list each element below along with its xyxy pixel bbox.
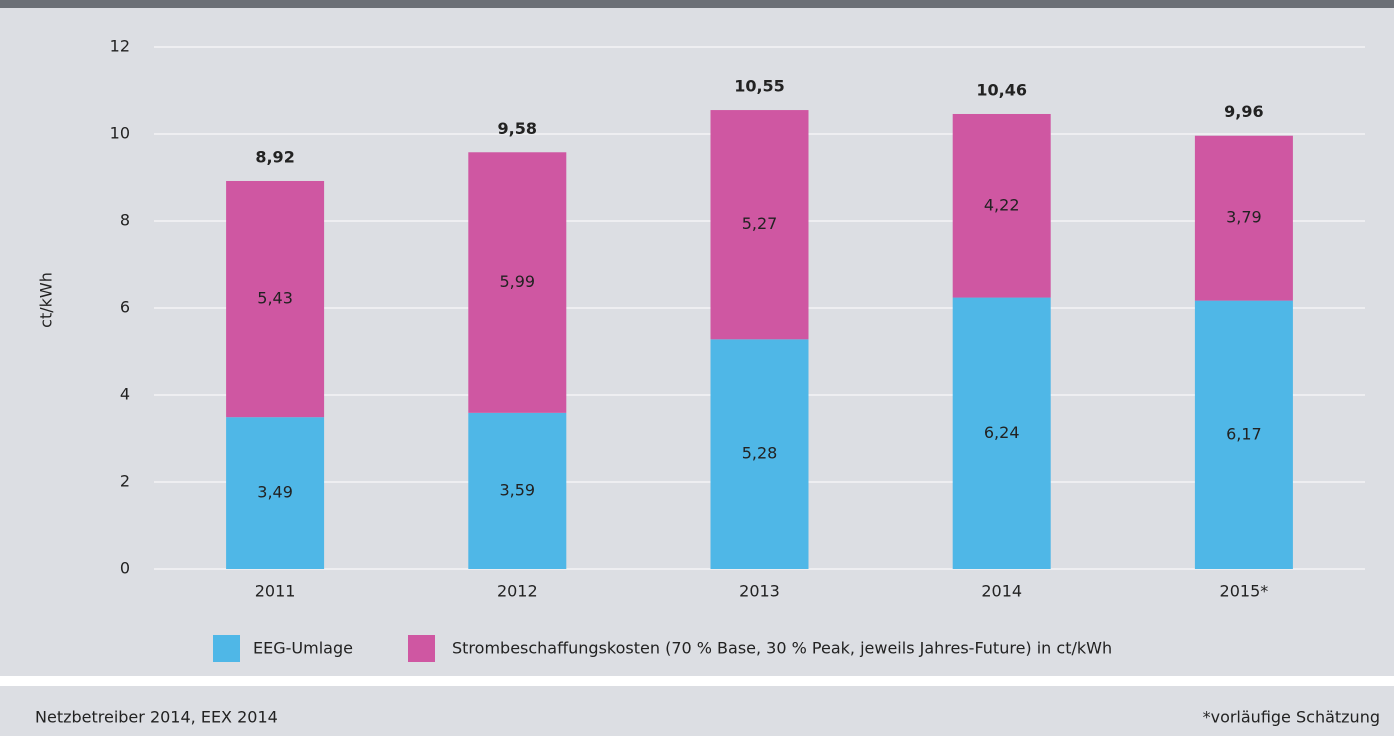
total-label: 10,55 bbox=[734, 77, 785, 96]
x-tick-label: 2014 bbox=[981, 582, 1022, 601]
total-label: 9,96 bbox=[1224, 102, 1263, 121]
bar-segment bbox=[468, 152, 567, 413]
value-label: 3,59 bbox=[499, 480, 535, 499]
total-label: 8,92 bbox=[255, 147, 294, 166]
legend-label: Strombeschaffungskosten (70 % Base, 30 %… bbox=[452, 639, 1112, 658]
value-label: 4,22 bbox=[984, 195, 1020, 214]
footer-panel bbox=[0, 686, 1394, 736]
y-tick-label: 6 bbox=[120, 298, 130, 317]
value-label: 6,17 bbox=[1226, 424, 1262, 443]
y-tick-label: 4 bbox=[120, 385, 130, 404]
bar-segment bbox=[952, 113, 1051, 298]
total-label: 10,46 bbox=[976, 80, 1027, 99]
bar-segment bbox=[226, 180, 325, 418]
y-tick-label: 2 bbox=[120, 472, 130, 491]
chart-panel bbox=[0, 8, 1394, 676]
total-label: 9,58 bbox=[498, 119, 537, 138]
bar-segment bbox=[710, 339, 809, 569]
legend-swatch bbox=[408, 635, 435, 662]
bar-segment bbox=[226, 417, 325, 569]
x-tick-label: 2013 bbox=[739, 582, 780, 601]
source: Netzbetreiber 2014, EEX 2014 bbox=[35, 708, 278, 727]
top-strip bbox=[0, 0, 1394, 8]
y-tick-label: 0 bbox=[120, 559, 130, 578]
bar-segment bbox=[1194, 300, 1293, 569]
bar-segment bbox=[1194, 135, 1293, 301]
value-label: 5,43 bbox=[257, 289, 293, 308]
value-label: 5,28 bbox=[742, 444, 778, 463]
value-label: 3,79 bbox=[1226, 208, 1262, 227]
x-tick-label: 2015* bbox=[1220, 582, 1269, 601]
legend-swatch bbox=[213, 635, 240, 662]
x-tick-label: 2012 bbox=[497, 582, 538, 601]
value-label: 5,27 bbox=[742, 214, 778, 233]
y-axis-label: ct/kWh bbox=[37, 272, 56, 328]
bar-segment bbox=[468, 412, 567, 569]
bar-segment bbox=[710, 110, 809, 340]
value-label: 6,24 bbox=[984, 423, 1020, 442]
y-tick-label: 12 bbox=[110, 37, 130, 56]
x-tick-label: 2011 bbox=[255, 582, 296, 601]
value-label: 3,49 bbox=[257, 483, 293, 502]
bar-segment bbox=[952, 297, 1051, 569]
y-tick-label: 8 bbox=[120, 211, 130, 230]
legend-label: EEG-Umlage bbox=[253, 639, 353, 658]
y-tick-label: 10 bbox=[110, 124, 130, 143]
note: *vorläufige Schätzung bbox=[1203, 708, 1380, 727]
value-label: 5,99 bbox=[499, 272, 535, 291]
